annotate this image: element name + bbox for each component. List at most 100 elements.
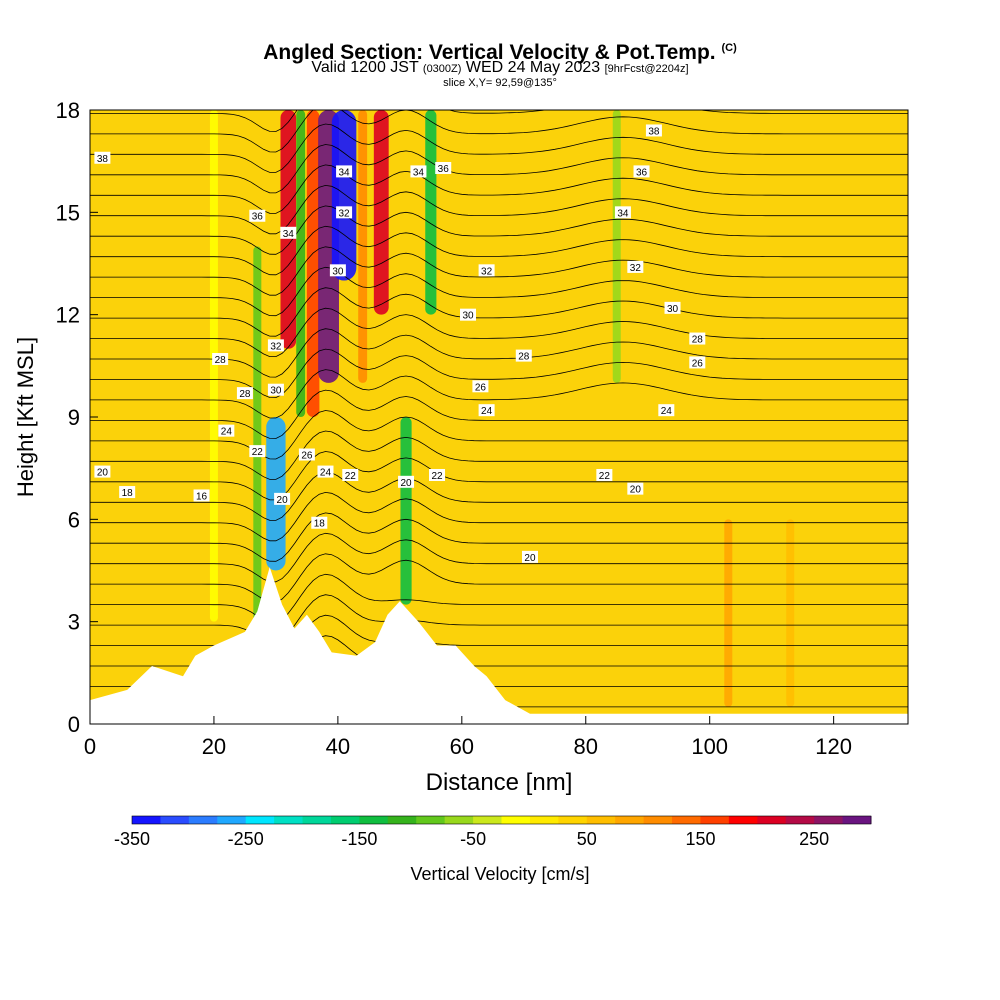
contour-label: 24 (478, 404, 495, 417)
contour-label-text: 32 (339, 208, 351, 219)
contour-label-box (336, 165, 353, 178)
chart-title-main: Angled Section: Vertical Velocity & Pot.… (263, 41, 716, 64)
contour-label-box (614, 206, 631, 219)
colorbar-swatch (728, 816, 758, 824)
contour-label-text: 22 (599, 471, 611, 482)
contour-label-box (435, 161, 452, 174)
x-tick-label: 40 (326, 734, 350, 759)
subtitle-utc: (0300Z) (422, 63, 462, 75)
velocity-cell (425, 110, 437, 315)
contour-label: 22 (249, 445, 266, 458)
contour-label-text: 28 (215, 355, 227, 366)
x-tick-label: 100 (691, 734, 728, 759)
colorbar-swatch (132, 816, 161, 824)
contour-label-text: 24 (320, 468, 332, 479)
contour-label-text: 24 (481, 406, 493, 417)
colorbar-label: Vertical Velocity [cm/s] (410, 864, 589, 884)
y-tick-label: 12 (56, 303, 80, 328)
velocity-cell (296, 110, 306, 417)
velocity-field (209, 110, 795, 707)
contour-label-box (664, 301, 681, 314)
contour-label-box (398, 475, 415, 488)
isentrope-line (90, 164, 908, 214)
contour-label-text: 34 (617, 208, 629, 219)
contour-label: 32 (627, 260, 644, 274)
contour-label: 38 (645, 124, 662, 137)
contour-label-text: 22 (252, 447, 264, 458)
chart-subtitle: Valid 1200 JST (0300Z) WED 24 May 2023 [… (0, 60, 1000, 77)
contour-label-box (336, 206, 353, 219)
contour-label: 18 (119, 486, 136, 499)
velocity-cell (209, 110, 218, 622)
colorbar-swatch (302, 816, 332, 824)
colorbar-swatch (814, 816, 844, 824)
contour-label-box (274, 492, 291, 505)
contour-label-box (596, 468, 613, 481)
isentrope-line (90, 369, 908, 419)
contour-label-text: 28 (518, 352, 530, 363)
colorbar-swatch (444, 816, 474, 824)
contour-label: 26 (472, 380, 489, 393)
contour-label-box (658, 404, 675, 417)
contour-label-text: 30 (270, 386, 282, 397)
chart-title: Angled Section: Vertical Velocity & Pot.… (0, 36, 1000, 65)
contour-label: 28 (212, 353, 229, 366)
contour-label-text: 24 (661, 406, 673, 417)
contour-label-box (236, 387, 253, 400)
plot-area: 38 36 34 34 32 30 34 36 32 30 28 26 24 38 36 34 32 30 28 26… (90, 110, 908, 724)
x-tick-label: 60 (450, 734, 474, 759)
velocity-cell (358, 110, 368, 383)
velocity-cell (724, 519, 733, 707)
contour-label-box (267, 383, 284, 396)
colorbar-swatch (529, 816, 559, 824)
isentrope-line (90, 110, 908, 132)
y-axis: 0 3 6 9 12 15 18 (56, 98, 98, 737)
contour-label-box (478, 404, 495, 417)
subtitle-date: WED 24 May 2023 (465, 59, 601, 76)
contour-label-box (94, 151, 111, 164)
x-tick-label: 0 (84, 734, 96, 759)
contour-label-box (645, 124, 662, 137)
contour-label: 38 (94, 151, 111, 165)
contour-label: 30 (267, 383, 284, 397)
colorbar-swatch (330, 816, 360, 824)
subtitle-valid: Valid 1200 JST (311, 59, 419, 76)
isentrope-line (90, 287, 908, 337)
slice-info: slice X,Y= 92,59@135° (443, 77, 557, 89)
colorbar-swatch (558, 816, 588, 824)
colorbar-swatch (160, 816, 190, 824)
contour-label: 36 (249, 209, 266, 223)
contour-label-box (311, 516, 328, 529)
contour-label-text: 36 (252, 212, 264, 223)
contour-label: 32 (336, 206, 353, 219)
y-tick-label: 15 (56, 200, 80, 225)
isentrope-line (90, 110, 908, 153)
isentrope-line (90, 389, 908, 439)
contour-label-text: 36 (636, 167, 648, 178)
colorbar: -350 -250 -150 -50 50 150 250 (114, 815, 872, 849)
x-tick-label: 20 (202, 734, 226, 759)
contour-label: 20 (274, 492, 291, 506)
contour-label-text: 20 (277, 495, 289, 506)
contour-label-box (429, 468, 446, 481)
contour-label-text: 20 (630, 485, 642, 496)
velocity-cell (306, 110, 320, 417)
velocity-background (90, 110, 908, 724)
contour-label-text: 20 (97, 468, 109, 479)
colorbar-tick-label: 250 (799, 829, 829, 849)
contour-label-box (267, 339, 284, 352)
contour-label-text: 30 (462, 311, 474, 322)
contour-label-box (410, 165, 427, 178)
velocity-cell (331, 110, 357, 281)
contour-label: 32 (267, 339, 284, 352)
contour-label-text: 20 (524, 553, 536, 564)
contour-label: 20 (94, 465, 111, 479)
contour-label: 34 (336, 165, 353, 178)
contour-label: 20 (521, 550, 538, 564)
isentrope-line (90, 144, 908, 194)
contour-label-box (119, 486, 136, 499)
contour-label-text: 20 (400, 478, 412, 489)
contour-label: 20 (398, 475, 415, 489)
contour-label-text: 36 (438, 164, 450, 175)
